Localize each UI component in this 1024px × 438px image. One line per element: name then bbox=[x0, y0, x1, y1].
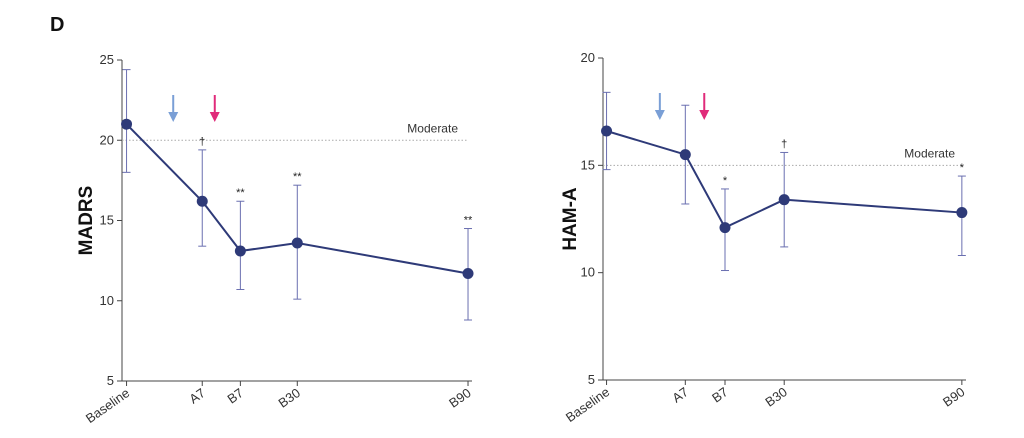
y-axis-label: HAM-A bbox=[560, 187, 581, 251]
pink-arrowhead-icon bbox=[699, 110, 710, 120]
data-point bbox=[719, 222, 731, 234]
data-point bbox=[462, 267, 474, 279]
y-tick-label: 15 bbox=[100, 213, 114, 228]
data-point bbox=[601, 125, 613, 137]
y-tick-label: 20 bbox=[581, 50, 595, 65]
pink-arrowhead-icon bbox=[209, 112, 220, 122]
y-tick-label: 15 bbox=[581, 157, 595, 172]
y-tick-label: 20 bbox=[100, 132, 114, 147]
data-point bbox=[234, 245, 246, 257]
x-tick-label: B30 bbox=[275, 385, 303, 411]
y-tick-label: 10 bbox=[100, 293, 114, 308]
significance-label: * bbox=[960, 162, 965, 174]
reference-label: Moderate bbox=[407, 121, 458, 135]
x-tick-label: B7 bbox=[224, 385, 246, 406]
significance-label: ** bbox=[236, 187, 245, 199]
data-point bbox=[679, 149, 691, 161]
significance-label: † bbox=[781, 138, 787, 150]
significance-label: * bbox=[723, 175, 728, 187]
x-tick-label: A7 bbox=[186, 385, 208, 406]
data-point bbox=[778, 194, 790, 206]
x-tick-label: B7 bbox=[709, 384, 731, 405]
x-tick-label: B90 bbox=[940, 384, 968, 410]
data-point bbox=[291, 237, 303, 249]
x-tick-label: A7 bbox=[669, 384, 691, 405]
panel-label: D bbox=[50, 14, 65, 36]
blue-arrowhead-icon bbox=[654, 110, 665, 120]
madrs-chart: 5 10 15 20 25 MADRS Moderate Baseline A7 B7 B30 B90… bbox=[76, 52, 474, 426]
significance-label: † bbox=[199, 136, 205, 148]
x-tick-label: B90 bbox=[446, 385, 474, 411]
data-point bbox=[956, 207, 968, 219]
y-tick-label: 5 bbox=[107, 373, 114, 388]
x-tick-label: B30 bbox=[762, 384, 790, 410]
data-point bbox=[121, 118, 133, 130]
blue-arrowhead-icon bbox=[168, 112, 179, 122]
significance-label: ** bbox=[293, 171, 302, 183]
y-tick-label: 25 bbox=[100, 52, 114, 67]
significance-label: ** bbox=[464, 215, 473, 227]
data-point bbox=[196, 195, 208, 207]
x-tick-label: Baseline bbox=[563, 384, 612, 425]
reference-label: Moderate bbox=[904, 146, 955, 160]
y-tick-label: 5 bbox=[588, 372, 595, 387]
y-tick-label: 10 bbox=[581, 265, 595, 280]
x-tick-label: Baseline bbox=[83, 385, 132, 426]
ham-a-chart: 5 10 15 20 HAM-A Moderate Baseline A7 B7 B30 B90 * †… bbox=[560, 50, 968, 425]
y-axis-label: MADRS bbox=[76, 186, 97, 256]
